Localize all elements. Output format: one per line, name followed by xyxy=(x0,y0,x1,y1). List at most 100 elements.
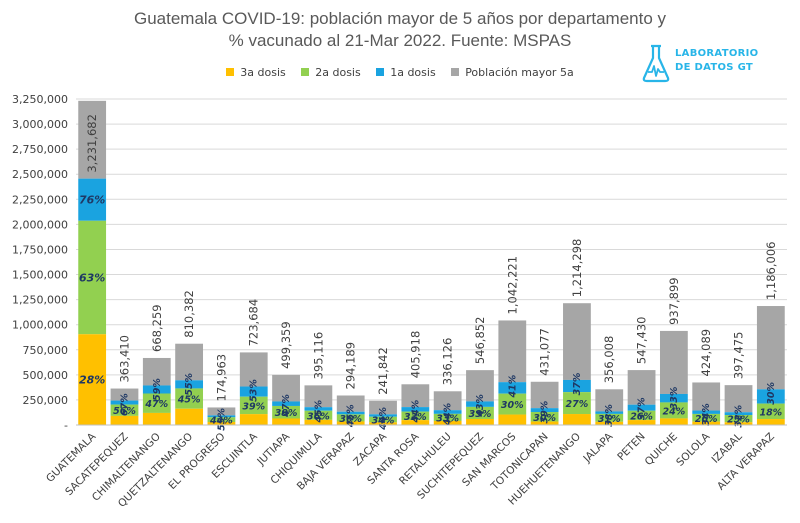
bar-1a-dosis xyxy=(498,382,527,394)
legend-item-poblacion: Población mayor 5a xyxy=(451,66,574,79)
bar-poblacion xyxy=(756,306,785,390)
data-labels: 3,231,682 76% 63% 28% 363,410 67%56% 668,259 59… xyxy=(79,114,782,431)
bar-3a-dosis xyxy=(659,418,688,425)
pct-label-2a: 36% xyxy=(307,411,330,422)
bar-3a-dosis xyxy=(110,415,139,425)
bar-2a-dosis xyxy=(659,402,688,419)
x-tick-label: EL PROGRESO xyxy=(166,431,227,492)
bar-3a-dosis xyxy=(78,334,107,425)
bar-1a-dosis xyxy=(692,410,721,414)
pct-label-1a: 55% xyxy=(184,373,195,396)
bar-2a-dosis xyxy=(272,405,300,419)
y-tick-label: 1,750,000 xyxy=(12,243,68,256)
bar-2a-dosis xyxy=(433,413,462,421)
bar-poblacion xyxy=(78,100,107,179)
pct-label-2a: 63% xyxy=(79,272,105,285)
legend-label-1a: 1a dosis xyxy=(390,66,436,79)
y-tick-label: 1,500,000 xyxy=(12,269,68,282)
pct-label-2a: 25% xyxy=(727,415,750,426)
bar-1a-dosis xyxy=(369,414,397,417)
bar-poblacion xyxy=(369,400,397,415)
bar-poblacion xyxy=(175,343,204,381)
y-tick-label: 2,750,000 xyxy=(12,143,68,156)
y-tick-label: 250,000 xyxy=(23,394,69,407)
pct-label-2a: 44% xyxy=(209,416,233,427)
bar-3a-dosis xyxy=(175,408,204,425)
legend-swatch-poblacion xyxy=(451,68,460,76)
pct-label-1a: 45% xyxy=(313,400,324,424)
bar-poblacion xyxy=(110,388,139,401)
bar-1a-dosis xyxy=(142,385,171,394)
bar-3a-dosis xyxy=(304,419,333,425)
bar-1a-dosis xyxy=(175,380,204,389)
population-label: 397,475 xyxy=(732,332,746,380)
bar-2a-dosis xyxy=(692,413,721,422)
bar-poblacion xyxy=(336,395,365,412)
bar-1a-dosis xyxy=(530,408,559,413)
y-tick-label: 1,000,000 xyxy=(12,319,68,332)
bar-1a-dosis xyxy=(336,411,365,415)
pct-label-1a: 47% xyxy=(281,394,292,418)
legend-label-3a: 3a dosis xyxy=(240,66,286,79)
population-label: 810,382 xyxy=(182,290,196,338)
pct-label-2a: 18% xyxy=(759,407,782,418)
legend-item-1a-dosis: 1a dosis xyxy=(376,66,436,79)
bars xyxy=(78,100,785,425)
y-tick-label: 750,000 xyxy=(23,344,69,357)
bar-poblacion xyxy=(692,382,721,411)
population-label: 356,008 xyxy=(602,336,616,384)
x-tick-label: QUICHE xyxy=(643,431,680,468)
legend-swatch-1a xyxy=(376,68,385,76)
pct-label-2a: 31% xyxy=(598,414,621,425)
bar-3a-dosis xyxy=(724,422,753,425)
pct-label-2a: 33% xyxy=(469,409,492,420)
x-tick-label: BAJA VERAPAZ xyxy=(295,431,357,493)
pct-label-2a: 33% xyxy=(436,413,459,424)
population-label: 1,186,006 xyxy=(764,242,778,301)
chart-title: Guatemala COVID-19: población mayor de 5… xyxy=(0,8,800,52)
bar-3a-dosis xyxy=(498,414,527,425)
pct-label-2a: 26% xyxy=(630,411,653,422)
bar-3a-dosis xyxy=(530,421,559,425)
bar-3a-dosis xyxy=(336,421,365,425)
pct-label-1a: 37% xyxy=(572,373,583,396)
bar-2a-dosis xyxy=(304,410,333,420)
bar-1a-dosis xyxy=(433,410,462,414)
pct-label-2a: 45% xyxy=(177,395,201,406)
flask-icon xyxy=(642,44,670,83)
pct-label-2a: 33% xyxy=(404,412,427,423)
bar-3a-dosis xyxy=(369,422,397,425)
y-tick-label: 2,250,000 xyxy=(12,193,68,206)
bar-1a-dosis xyxy=(239,386,268,397)
pct-label-2a: 34% xyxy=(372,416,395,427)
population-label: 499,359 xyxy=(279,321,293,369)
pct-label-1a: 41% xyxy=(507,375,518,399)
pct-label-1a: 33% xyxy=(669,387,680,410)
y-tick-label: 2,000,000 xyxy=(12,218,68,231)
population-label: 424,089 xyxy=(699,329,713,377)
pct-label-1a: 55% xyxy=(216,408,227,431)
bar-1a-dosis xyxy=(78,178,107,221)
bar-poblacion xyxy=(304,385,333,408)
pct-label-1a: 67% xyxy=(119,393,130,416)
bar-poblacion xyxy=(142,357,171,386)
pct-label-2a: 47% xyxy=(144,399,168,410)
bar-2a-dosis xyxy=(369,416,397,423)
bar-3a-dosis xyxy=(401,420,430,425)
bar-3a-dosis xyxy=(627,420,656,425)
population-label: 336,126 xyxy=(441,338,455,386)
bar-3a-dosis xyxy=(272,418,300,425)
laboratorio-de-datos-logo: LABORATORIO DE DATOS GT xyxy=(641,42,781,88)
chart-title-line-1: Guatemala COVID-19: población mayor de 5… xyxy=(133,9,666,28)
x-tick-label: ALTA VERAPAZ xyxy=(715,431,777,493)
x-tick-label: JALAPA xyxy=(581,430,616,465)
bar-2a-dosis xyxy=(142,393,171,413)
pct-label-1a: 43% xyxy=(475,394,486,418)
pct-label-1a: 45% xyxy=(346,404,357,428)
bar-1a-dosis xyxy=(466,401,494,407)
bar-2a-dosis xyxy=(78,220,107,335)
pct-label-2a: 39% xyxy=(242,401,265,412)
bar-poblacion xyxy=(659,330,688,394)
bar-poblacion xyxy=(498,320,527,383)
bar-2a-dosis xyxy=(498,393,527,415)
